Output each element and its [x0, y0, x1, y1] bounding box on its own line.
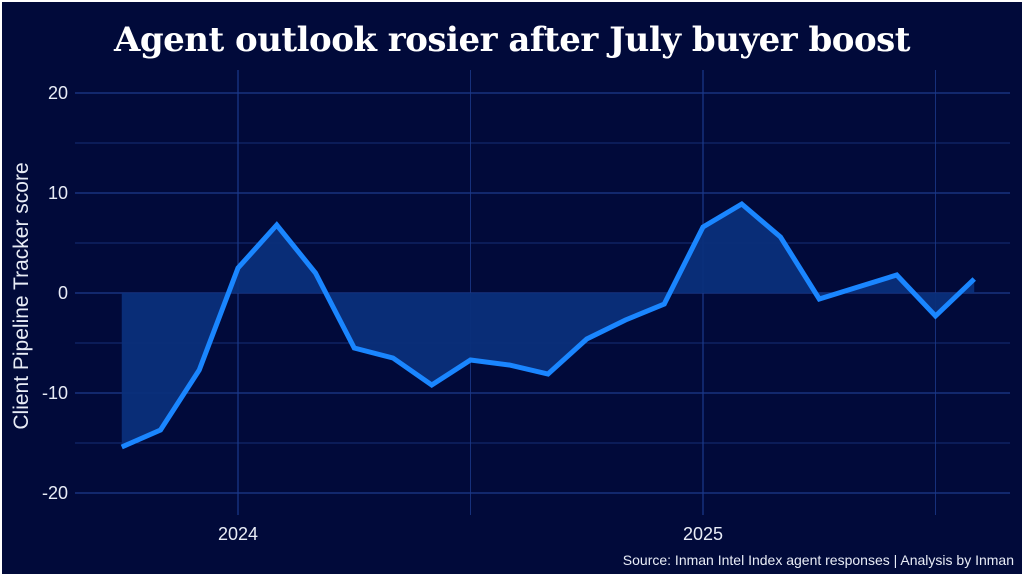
x-tick-label: 2025 [683, 524, 723, 544]
y-tick-label: -10 [42, 383, 68, 403]
source-note: Source: Inman Intel Index agent response… [622, 552, 1014, 568]
y-tick-label: 0 [58, 283, 68, 303]
area-fill [121, 204, 975, 447]
y-tick-label: 20 [48, 83, 68, 103]
y-tick-label: 10 [48, 183, 68, 203]
chart-title: Agent outlook rosier after July buyer bo… [113, 20, 911, 60]
x-tick-label: 2024 [218, 524, 258, 544]
y-tick-label: -20 [42, 483, 68, 503]
